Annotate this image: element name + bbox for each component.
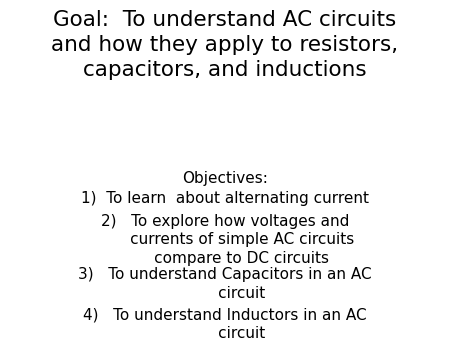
- Text: 1)  To learn  about alternating current: 1) To learn about alternating current: [81, 191, 369, 206]
- Text: 2)   To explore how voltages and
       currents of simple AC circuits
       co: 2) To explore how voltages and currents …: [96, 214, 354, 266]
- Text: Goal:  To understand AC circuits
and how they apply to resistors,
capacitors, an: Goal: To understand AC circuits and how …: [51, 10, 399, 80]
- Text: Objectives:: Objectives:: [182, 171, 268, 186]
- Text: 4)   To understand Inductors in an AC
       circuit: 4) To understand Inductors in an AC circ…: [83, 308, 367, 338]
- Text: 3)   To understand Capacitors in an AC
       circuit: 3) To understand Capacitors in an AC cir…: [78, 267, 372, 300]
